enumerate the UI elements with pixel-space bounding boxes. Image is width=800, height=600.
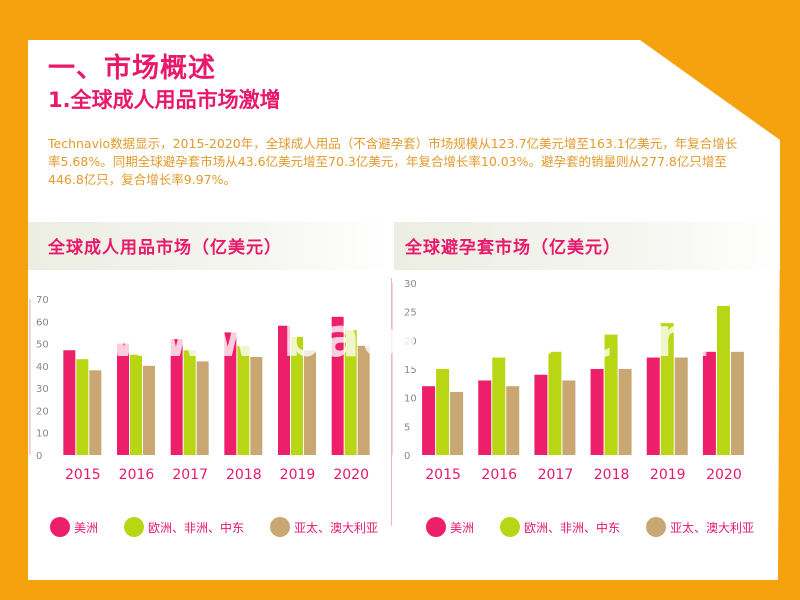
chart2-x-tick-label: 2017 <box>538 467 574 483</box>
chart1-bar-2016-s0 <box>117 343 129 455</box>
chart1-title-band <box>28 222 390 270</box>
chart1-title: 全球成人用品市场（亿美元） <box>48 238 282 258</box>
page-title: 一、市场概述 <box>48 53 216 84</box>
chart1-y-tick-label: 10 <box>36 429 49 440</box>
chart2-bar-2015-s2 <box>450 391 464 455</box>
chart2-bar-2016-s0 <box>478 380 492 455</box>
legend-swatch-americas <box>50 517 70 537</box>
chart1-bar-2019-s0 <box>278 325 290 455</box>
legend-swatch-apac <box>646 517 667 537</box>
chart2-title-band <box>394 222 780 270</box>
legend-item-americas: 美洲 <box>426 517 474 537</box>
legend-item-americas: 美洲 <box>50 517 98 537</box>
chart2-bar-2020-s0 <box>702 351 716 455</box>
chart2-legend: 美洲 欧洲、非洲、中东 亚太、澳大利亚 <box>426 516 780 538</box>
chart2-x-tick-label: 2020 <box>706 467 742 483</box>
chart2-bar-2020-s2 <box>730 351 744 455</box>
chart1-bar-2016-s1 <box>130 354 142 455</box>
chart1-bar-2020-s1 <box>344 330 357 455</box>
chart2-bar-2019-s2 <box>674 357 688 455</box>
chart1-x-tick-label: 2019 <box>280 467 316 483</box>
chart2-bar-2016-s1 <box>492 357 506 455</box>
chart1-bar-2018-s1 <box>237 345 250 455</box>
chart1-bar-2017-s1 <box>183 350 196 455</box>
chart2-condom-market: 0 5 10 15 20 25 30 2015 2016 2017 2018 2019 2020 <box>391 279 744 483</box>
chart1-y-tick-label: 30 <box>36 384 49 395</box>
chart1-bar-2015-s0 <box>63 350 76 455</box>
chart2-bar-2018-s0 <box>590 369 604 455</box>
legend-item-emea: 欧洲、非洲、中东 <box>500 517 620 537</box>
chart1-bar-2018-s0 <box>224 332 237 455</box>
legend-item-emea: 欧洲、非洲、中东 <box>124 517 244 537</box>
legend-swatch-emea <box>124 517 145 537</box>
chart1-x-tick-label: 2016 <box>119 467 155 483</box>
chart1-bar-2018-s2 <box>250 356 263 455</box>
chart2-y-tick-label: 0 <box>404 451 410 462</box>
chart1-adult-products-market: 0 10 20 30 40 50 60 70 2015 2016 2017 2018 2019 2020 <box>29 295 370 483</box>
legend-swatch-americas <box>426 517 446 537</box>
chart1-bar-2017-s0 <box>170 339 183 455</box>
chart1-y-tick-label: 50 <box>36 340 49 351</box>
chart1-x-tick-label: 2017 <box>172 467 208 483</box>
chart1-y-tick-label: 0 <box>36 451 42 462</box>
chart2-bar-2018-s1 <box>604 334 618 455</box>
chart1-x-tick-label: 2018 <box>226 467 262 483</box>
chart2-bar-2019-s1 <box>660 323 674 455</box>
legend-label: 美洲 <box>450 520 475 535</box>
chart2-bar-2015-s0 <box>422 386 436 455</box>
legend-swatch-apac <box>270 517 291 537</box>
chart1-bar-2015-s1 <box>76 359 89 455</box>
chart2-x-tick-label: 2015 <box>425 467 461 483</box>
chart1-y-tick-label: 40 <box>36 362 49 373</box>
chart1-bar-2020-s2 <box>357 345 370 455</box>
chart1-bar-2016-s2 <box>143 365 155 455</box>
legend-label: 欧洲、非洲、中东 <box>148 520 245 535</box>
description-text: Technavio数据显示，2015-2020年，全球成人用品（不含避孕套）市场… <box>48 136 738 187</box>
chart1-bar-2019-s2 <box>304 350 316 455</box>
chart2-bar-2017-s0 <box>534 374 548 455</box>
chart2-x-tick-label: 2016 <box>481 467 517 483</box>
chart1-bar-2017-s2 <box>196 361 209 455</box>
chart1-y-tick-label: 20 <box>36 406 49 417</box>
chart1-bar-2019-s1 <box>291 336 303 455</box>
chart2-x-tick-label: 2018 <box>594 467 630 483</box>
chart2-title: 全球避孕套市场（亿美元） <box>405 238 621 258</box>
legend-label: 美洲 <box>74 520 99 535</box>
chart-divider <box>391 278 392 526</box>
legend-label: 亚太、澳大利亚 <box>294 520 379 535</box>
chart2-bar-2020-s1 <box>716 305 730 455</box>
chart2-bar-2015-s1 <box>436 369 450 455</box>
chart2-y-tick-label: 20 <box>404 336 417 347</box>
chart2-bar-2017-s2 <box>562 380 576 455</box>
chart2-y-tick-label: 30 <box>404 279 417 290</box>
chart1-bar-2015-s2 <box>89 370 102 455</box>
page-subtitle: 1.全球成人用品市场激增 <box>48 88 281 112</box>
legend-label: 欧洲、非洲、中东 <box>524 520 621 535</box>
chart2-bar-2019-s0 <box>646 357 660 455</box>
chart1-x-tick-label: 2015 <box>65 467 101 483</box>
legend-swatch-emea <box>500 517 521 537</box>
chart2-bar-2017-s1 <box>548 351 562 455</box>
chart1-legend: 美洲 欧洲、非洲、中东 亚太、澳大利亚 <box>50 516 404 538</box>
legend-label: 亚太、澳大利亚 <box>670 520 755 535</box>
chart2-y-tick-label: 25 <box>404 308 417 319</box>
chart2-bar-2016-s2 <box>506 386 520 455</box>
watermark: www.baogao8.com <box>108 306 713 369</box>
chart2-x-tick-label: 2019 <box>650 467 686 483</box>
chart2-y-tick-label: 15 <box>404 365 417 376</box>
chart2-bar-2018-s2 <box>618 369 632 455</box>
chart2-y-tick-label: 5 <box>404 422 410 433</box>
chart1-y-tick-label: 60 <box>36 317 49 328</box>
chart2-y-tick-label: 10 <box>404 394 417 405</box>
chart1-y-tick-label: 70 <box>36 295 49 306</box>
legend-item-apac: 亚太、澳大利亚 <box>270 517 378 537</box>
chart1-bar-2020-s0 <box>331 316 344 455</box>
legend-item-apac: 亚太、澳大利亚 <box>646 517 754 537</box>
chart1-x-tick-label: 2020 <box>333 467 369 483</box>
